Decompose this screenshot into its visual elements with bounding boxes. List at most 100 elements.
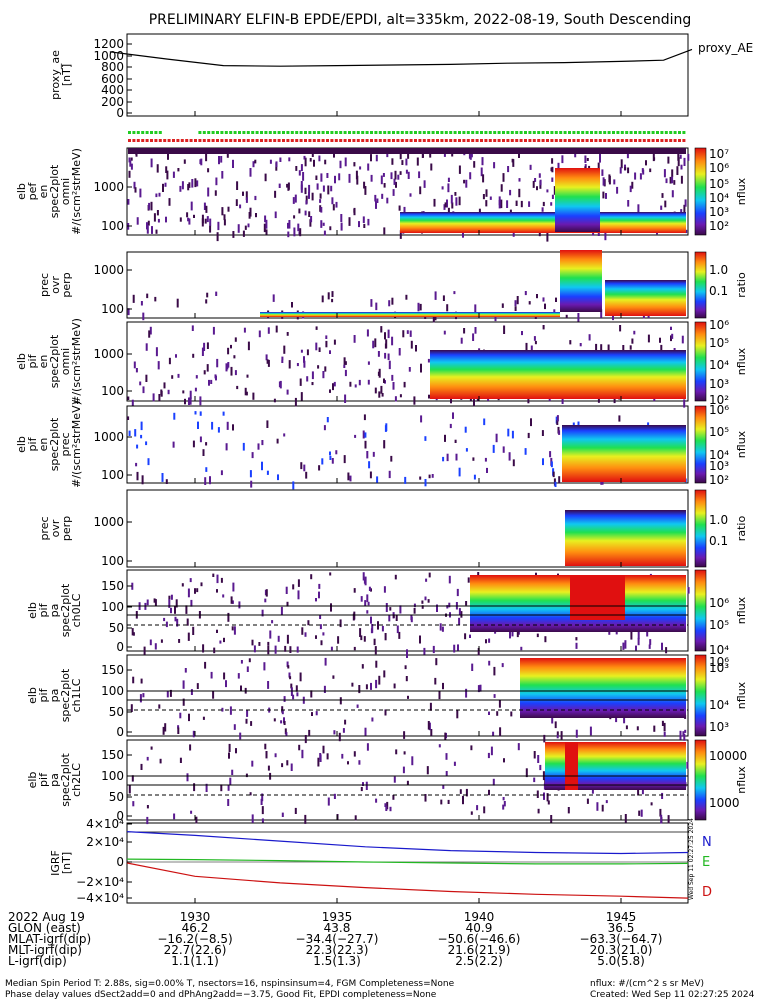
pif-pixel	[192, 353, 195, 358]
flag-green-mark	[629, 131, 633, 134]
flag-green-mark	[290, 131, 294, 134]
pa0-pixel	[381, 625, 384, 632]
pa2-pixel	[159, 758, 162, 764]
pef-pixel	[311, 192, 314, 201]
ytick-label-pif_prec: 100	[101, 468, 124, 482]
pa0-pixel	[292, 584, 295, 590]
flag-red-mark	[260, 139, 263, 142]
pa2-pixel	[525, 768, 528, 778]
pif_prec-pixel	[556, 415, 559, 422]
pef-pixel	[305, 200, 308, 205]
pif_prec-pixel	[465, 448, 468, 452]
pa0-pixel	[575, 642, 578, 649]
pif-pixel	[191, 325, 194, 331]
flag-green-mark	[343, 131, 347, 134]
flag-red-mark	[559, 139, 563, 142]
flag-green-mark	[502, 131, 505, 134]
flag-red-mark	[471, 139, 475, 142]
pa2-pixel	[353, 751, 356, 757]
pa0-pixel	[267, 645, 270, 655]
pa2-pixel	[438, 744, 441, 748]
pef-pixel	[129, 160, 132, 167]
pa2-pixel	[281, 812, 284, 817]
ylabel-igrf: IGRF	[49, 850, 62, 876]
ylabel-pif_prec: en	[37, 438, 50, 452]
pa0-pixel	[319, 614, 322, 619]
pef-pixel	[382, 173, 385, 177]
pef-pixel	[348, 217, 351, 226]
pif-pixel	[325, 340, 328, 348]
pa2-pixel	[385, 805, 388, 811]
ratio_e-pixel	[405, 294, 408, 300]
pif-pixel	[311, 371, 314, 380]
pef-pixel	[245, 191, 248, 200]
flag-green-mark	[264, 131, 268, 134]
pa0-pixel	[269, 630, 272, 639]
flag-green-mark	[374, 131, 378, 134]
pif_prec-pixel	[349, 475, 352, 482]
flag-red-mark	[321, 139, 325, 142]
pef-pixel	[201, 218, 204, 227]
pa0-pixel	[261, 609, 264, 617]
ratio_e-pixel	[417, 302, 420, 312]
pa1-pixel	[442, 682, 444, 690]
ytick-label-pif: 100	[101, 384, 124, 398]
pif-pixel	[142, 386, 145, 394]
pif-pixel	[607, 344, 610, 351]
pa0-pixel	[441, 626, 444, 632]
pa1-pixel	[365, 684, 368, 690]
ratio_e-pixel	[331, 291, 334, 297]
flag-green-mark	[612, 131, 615, 134]
pif-pixel	[631, 338, 634, 344]
pif_prec-pixel	[541, 430, 544, 436]
ytick-label-ae: 200	[101, 95, 124, 109]
pif-pixel	[168, 357, 171, 365]
pif_prec-pixel	[364, 432, 367, 438]
pef-pixel	[470, 151, 473, 158]
pif-pixel	[194, 387, 197, 392]
pa0-pixel	[384, 633, 387, 641]
ylabel-pa1: pa	[48, 689, 61, 703]
pa0-pixel	[232, 582, 235, 592]
pif_prec-pixel	[303, 464, 306, 472]
flag-green-mark	[392, 131, 395, 134]
pif-pixel	[394, 396, 397, 402]
pa0-pixel	[231, 600, 234, 604]
pa0-pixel	[277, 635, 280, 642]
flag-green-mark	[669, 131, 673, 134]
pif-pixel	[234, 370, 237, 376]
pef-pixel	[353, 162, 356, 167]
pif-pixel	[315, 342, 318, 351]
pif_prec-pixel	[354, 434, 357, 438]
flag-red-mark	[211, 139, 215, 142]
pef-pixel	[383, 227, 386, 235]
pef-pixel	[586, 158, 589, 161]
ylabel-pif: omni	[59, 348, 72, 375]
pa0-pixel	[661, 642, 663, 651]
pif-pixel	[613, 398, 616, 404]
flag-green-mark	[282, 131, 285, 134]
pa1-pixel	[682, 731, 685, 737]
ylabel-pa2: elb	[26, 772, 39, 789]
pif_prec-pixel	[192, 440, 195, 448]
pef-pixel	[409, 193, 412, 197]
flag-red-mark	[396, 139, 400, 142]
pa0-pixel	[185, 605, 188, 614]
footer-row-label: MLAT-igrf(dip)	[8, 932, 91, 946]
flag-green-mark	[277, 131, 281, 134]
flag-green-mark	[361, 131, 365, 134]
flag-green-mark	[493, 131, 497, 134]
pif-pixel	[398, 348, 401, 356]
pa2-pixel	[317, 757, 320, 767]
pef-pixel	[248, 212, 251, 219]
ytick-label-pif_prec: 1000	[93, 430, 124, 444]
pif-pixel	[332, 383, 334, 391]
pef-pixel	[220, 156, 223, 163]
pif_prec-pixel	[502, 446, 505, 453]
pef-pixel	[482, 174, 485, 183]
pa0-pixel	[364, 600, 367, 607]
flag-green-mark	[598, 131, 602, 134]
flag-red-mark	[264, 139, 268, 142]
